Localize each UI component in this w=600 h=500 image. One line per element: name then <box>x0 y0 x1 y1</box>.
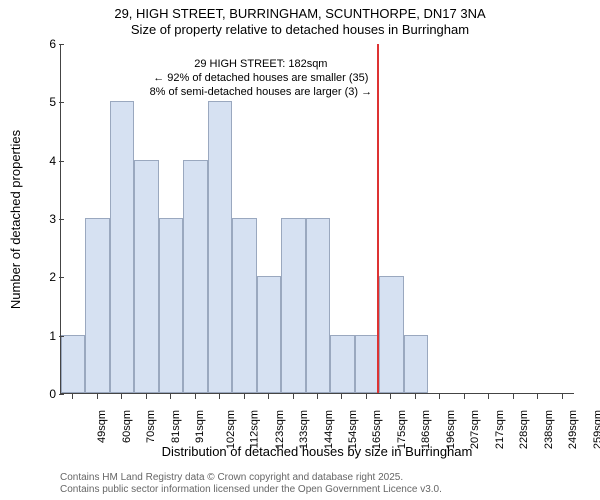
x-tick-mark <box>562 394 563 399</box>
bar <box>208 101 232 393</box>
y-axis-label-container: Number of detached properties <box>8 44 24 394</box>
title-line-1: 29, HIGH STREET, BURRINGHAM, SCUNTHORPE,… <box>0 6 600 22</box>
bar <box>232 218 256 393</box>
x-tick-label: 60sqm <box>121 410 133 443</box>
bar <box>355 335 379 393</box>
plot-area: 29 HIGH STREET: 182sqm← 92% of detached … <box>60 44 574 394</box>
bar <box>134 160 158 393</box>
y-axis-label: Number of detached properties <box>9 129 24 308</box>
x-tick-label: 81sqm <box>170 410 182 443</box>
x-tick-label: 49sqm <box>96 410 108 443</box>
x-tick-label: 112sqm <box>248 410 260 448</box>
y-tick: 4 <box>32 154 56 168</box>
y-tick: 0 <box>32 387 56 401</box>
footer-line-1: Contains HM Land Registry data © Crown c… <box>60 472 442 484</box>
title-block: 29, HIGH STREET, BURRINGHAM, SCUNTHORPE,… <box>0 6 600 39</box>
bar <box>110 101 134 393</box>
bar <box>306 218 330 393</box>
x-tick-mark <box>341 394 342 399</box>
x-tick-mark <box>293 394 294 399</box>
x-tick-mark <box>72 394 73 399</box>
bar <box>330 335 354 393</box>
x-tick-mark <box>488 394 489 399</box>
x-tick-mark <box>146 394 147 399</box>
y-tick: 5 <box>32 95 56 109</box>
bar <box>85 218 109 393</box>
bar <box>379 276 403 393</box>
x-tick-mark <box>195 394 196 399</box>
annotation-line-1: 29 HIGH STREET: 182sqm <box>150 58 373 72</box>
x-tick-mark <box>390 394 391 399</box>
annotation-line-2: ← 92% of detached houses are smaller (35… <box>150 72 373 86</box>
bar <box>404 335 428 393</box>
footer-line-2: Contains public sector information licen… <box>60 484 442 496</box>
bar <box>159 218 183 393</box>
x-tick-mark <box>439 394 440 399</box>
property-marker-line <box>377 44 379 393</box>
x-tick-mark <box>464 394 465 399</box>
x-tick-mark <box>170 394 171 399</box>
footer: Contains HM Land Registry data © Crown c… <box>60 472 442 496</box>
bar <box>257 276 281 393</box>
x-tick-label: 70sqm <box>145 410 157 443</box>
x-tick-mark <box>415 394 416 399</box>
x-tick-label: 259sqm <box>592 410 600 449</box>
x-tick-mark <box>219 394 220 399</box>
bar <box>183 160 207 393</box>
x-tick-mark <box>513 394 514 399</box>
x-tick-mark <box>244 394 245 399</box>
annotation-box: 29 HIGH STREET: 182sqm← 92% of detached … <box>150 58 373 99</box>
y-tick: 6 <box>32 37 56 51</box>
x-tick-mark <box>317 394 318 399</box>
x-axis-label: Distribution of detached houses by size … <box>60 444 574 459</box>
x-tick-mark <box>366 394 367 399</box>
y-tick: 3 <box>32 212 56 226</box>
x-tick-mark <box>97 394 98 399</box>
x-tick-mark <box>121 394 122 399</box>
annotation-line-3: 8% of semi-detached houses are larger (3… <box>150 86 373 100</box>
y-tick: 1 <box>32 329 56 343</box>
x-tick-mark <box>537 394 538 399</box>
bar <box>281 218 305 393</box>
title-line-2: Size of property relative to detached ho… <box>0 22 600 38</box>
x-tick-mark <box>268 394 269 399</box>
chart-container: 29, HIGH STREET, BURRINGHAM, SCUNTHORPE,… <box>0 0 600 500</box>
bar <box>61 335 85 393</box>
y-tick: 2 <box>32 270 56 284</box>
x-tick-label: 91sqm <box>194 410 206 443</box>
